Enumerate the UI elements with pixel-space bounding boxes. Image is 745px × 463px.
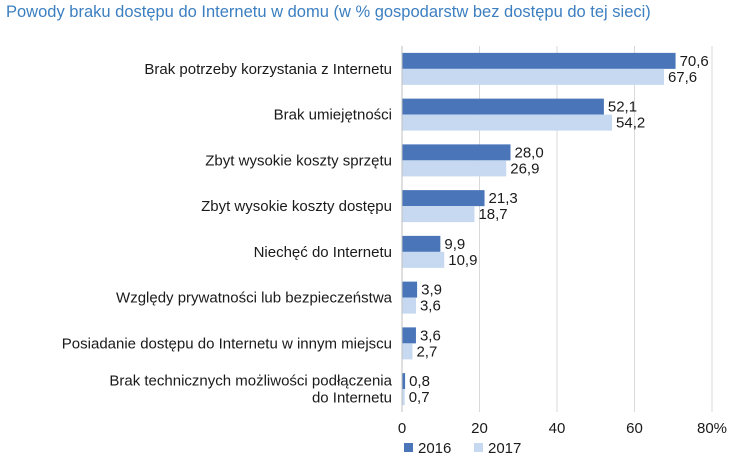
data-label-2017: 54,2	[616, 115, 645, 132]
category-label: Zbyt wysokie koszty sprzętu	[205, 152, 392, 169]
bar-2017	[402, 68, 664, 85]
bar-2017	[402, 297, 416, 314]
data-label-2016: 21,3	[489, 190, 518, 207]
data-label-2017: 10,9	[448, 252, 477, 269]
bar-2017	[402, 206, 475, 223]
category-label: Posiadanie dostępu do Internetu w innym …	[62, 335, 392, 352]
category-label: Względy prywatności lub bezpieczeństwa	[116, 290, 393, 307]
legend-swatch-2016	[404, 443, 413, 452]
category-label: do Internetu	[312, 390, 392, 407]
data-label-2016: 0,8	[409, 373, 430, 390]
data-label-2016: 70,6	[680, 53, 709, 70]
x-tick-label: 60	[626, 420, 643, 437]
bar-2016	[402, 281, 418, 298]
data-label-2016: 3,6	[420, 327, 441, 344]
bar-2016	[402, 235, 441, 252]
data-label-2017: 67,6	[668, 69, 697, 86]
bar-2016	[402, 52, 676, 69]
legend-label-2016: 2016	[418, 440, 451, 457]
data-label-2016: 28,0	[515, 144, 544, 161]
data-label-2017: 26,9	[510, 160, 539, 177]
data-label-2016: 3,9	[421, 282, 442, 299]
data-label-2017: 18,7	[478, 206, 507, 223]
bar-2017	[402, 160, 507, 177]
data-label-2016: 52,1	[608, 99, 637, 116]
data-label-2017: 3,6	[420, 298, 441, 315]
category-label: Zbyt wysokie koszty dostępu	[201, 198, 392, 215]
bar-2017	[402, 251, 445, 268]
category-label: Brak technicznych możliwości podłączenia	[109, 373, 392, 390]
legend-swatch-2017	[474, 443, 483, 452]
bar-2017	[402, 343, 413, 360]
x-tick-label: 20	[471, 420, 488, 437]
category-label: Niechęć do Internetu	[254, 244, 392, 261]
chart-title: Powody braku dostępu do Internetu w domu…	[6, 3, 651, 21]
bar-2017	[402, 389, 405, 406]
bar-2016	[402, 327, 416, 344]
x-tick-label: 80%	[697, 420, 727, 437]
category-label: Brak potrzeby korzystania z Internetu	[144, 61, 392, 78]
bar-2016	[402, 98, 604, 115]
data-label-2017: 0,7	[409, 389, 430, 406]
bar-2016	[402, 190, 485, 207]
bar-2016	[402, 373, 406, 390]
legend-label-2017: 2017	[488, 440, 521, 457]
category-label: Brak umiejętności	[274, 107, 392, 124]
x-tick-label: 0	[398, 420, 406, 437]
bar-2016	[402, 144, 511, 161]
data-label-2016: 9,9	[444, 236, 465, 253]
data-label-2017: 2,7	[416, 343, 437, 360]
x-tick-label: 40	[549, 420, 566, 437]
bar-2017	[402, 114, 613, 131]
